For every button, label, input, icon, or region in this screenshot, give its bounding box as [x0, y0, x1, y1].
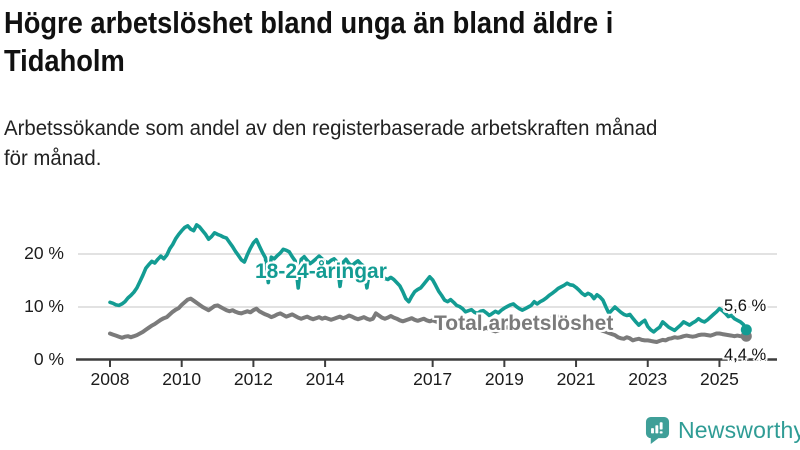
x-tick-label: 2025	[699, 369, 739, 389]
series-line-youth	[108, 223, 749, 334]
series-label-youth: 18-24-åringar	[255, 260, 387, 283]
x-tick-label: 2014	[305, 369, 345, 389]
series-label-total: Total arbetslöshet	[434, 312, 614, 335]
page-subtitle: Arbetssökande som andel av den registerb…	[4, 114, 678, 174]
logo-bubble-icon	[645, 417, 670, 444]
y-tick-label-20: 20 %	[24, 243, 64, 263]
x-axis-ticks	[109, 360, 721, 367]
page-subtitle-line2: för månad.	[4, 147, 102, 170]
y-tick-label-0: 0 %	[33, 349, 64, 369]
end-value-youth: 5,6 %	[724, 297, 767, 315]
logo-wordmark: Newsworthy	[678, 416, 800, 443]
page-title-line1: Högre arbetslöshet bland unga än bland ä…	[4, 5, 614, 40]
x-tick-label: 2023	[628, 369, 668, 389]
x-tick-label: 2017	[413, 369, 453, 389]
x-tick-label: 2012	[233, 369, 273, 389]
x-tick-label: 2008	[90, 369, 130, 389]
x-tick-label: 2010	[162, 369, 202, 389]
end-dot-youth	[740, 324, 752, 336]
x-tick-label: 2019	[484, 369, 524, 389]
page-title: Högre arbetslöshet bland unga än bland ä…	[4, 4, 696, 80]
newsworthy-logo: Newsworthy	[645, 416, 800, 444]
page-subtitle-line1: Arbetssökande som andel av den registerb…	[4, 117, 658, 140]
x-tick-label: 2021	[556, 369, 596, 389]
end-value-total: 4,4 %	[724, 346, 767, 364]
page-title-line2: Tidaholm	[4, 43, 125, 78]
series-line-total	[108, 296, 749, 344]
y-tick-label-10: 10 %	[24, 296, 64, 316]
